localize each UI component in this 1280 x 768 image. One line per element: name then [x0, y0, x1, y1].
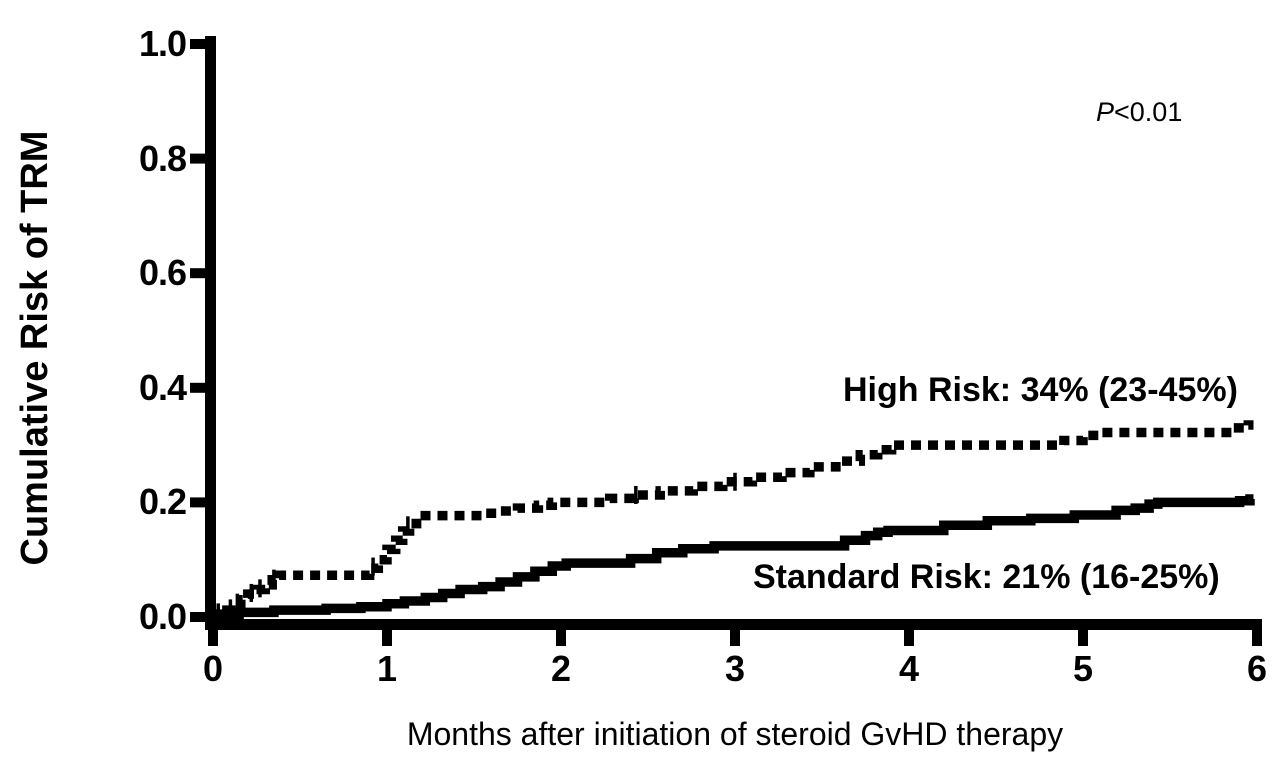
- p-value-annotation: P<0.01: [1096, 97, 1182, 127]
- y-tick-label-0.6: 0.6: [138, 252, 187, 293]
- x-tick-label-4: 4: [898, 648, 920, 689]
- x-tick-mark: [382, 630, 392, 646]
- x-axis-title: Months after initiation of steroid GvHD …: [406, 716, 1064, 752]
- x-tick-mark: [1252, 630, 1262, 646]
- x-tick-mark: [208, 630, 218, 646]
- standard-risk-curve: [213, 494, 1255, 621]
- y-axis-spine: [205, 36, 216, 630]
- x-tick-label-0: 0: [202, 648, 224, 689]
- x-tick-label-3: 3: [724, 648, 746, 689]
- y-tick-mark: [190, 39, 205, 49]
- x-tick-mark: [904, 630, 914, 646]
- high-risk-curve: [213, 420, 1254, 619]
- y-tick-mark: [190, 268, 205, 279]
- y-axis-title: Cumulative Risk of TRM: [14, 130, 56, 566]
- x-tick-mark: [556, 630, 566, 646]
- y-tick-label-0.4: 0.4: [138, 367, 187, 408]
- y-tick-label-0.2: 0.2: [138, 481, 187, 522]
- x-axis-spine: [205, 619, 1262, 630]
- y-tick-mark: [190, 497, 205, 508]
- p-value-comparison: <0.01: [1114, 97, 1183, 127]
- p-value-symbol: P: [1096, 97, 1115, 127]
- x-tick-label-6: 6: [1246, 648, 1268, 689]
- x-tick-label-2: 2: [550, 648, 572, 689]
- standard-risk-curve-label: Standard Risk: 21% (16-25%): [753, 558, 1220, 596]
- y-tick-label-0.8: 0.8: [138, 138, 187, 179]
- y-tick-label-0.0: 0.0: [138, 596, 187, 637]
- x-tick-label-1: 1: [376, 648, 398, 689]
- y-tick-mark: [190, 382, 205, 393]
- y-tick-label-1.0: 1.0: [138, 23, 187, 64]
- x-tick-mark: [1078, 630, 1088, 646]
- high-risk-curve-label: High Risk: 34% (23-45%): [843, 371, 1238, 409]
- x-tick-mark: [730, 630, 740, 646]
- y-tick-mark: [190, 612, 205, 622]
- x-tick-label-5: 5: [1072, 648, 1094, 689]
- y-tick-mark: [190, 153, 205, 164]
